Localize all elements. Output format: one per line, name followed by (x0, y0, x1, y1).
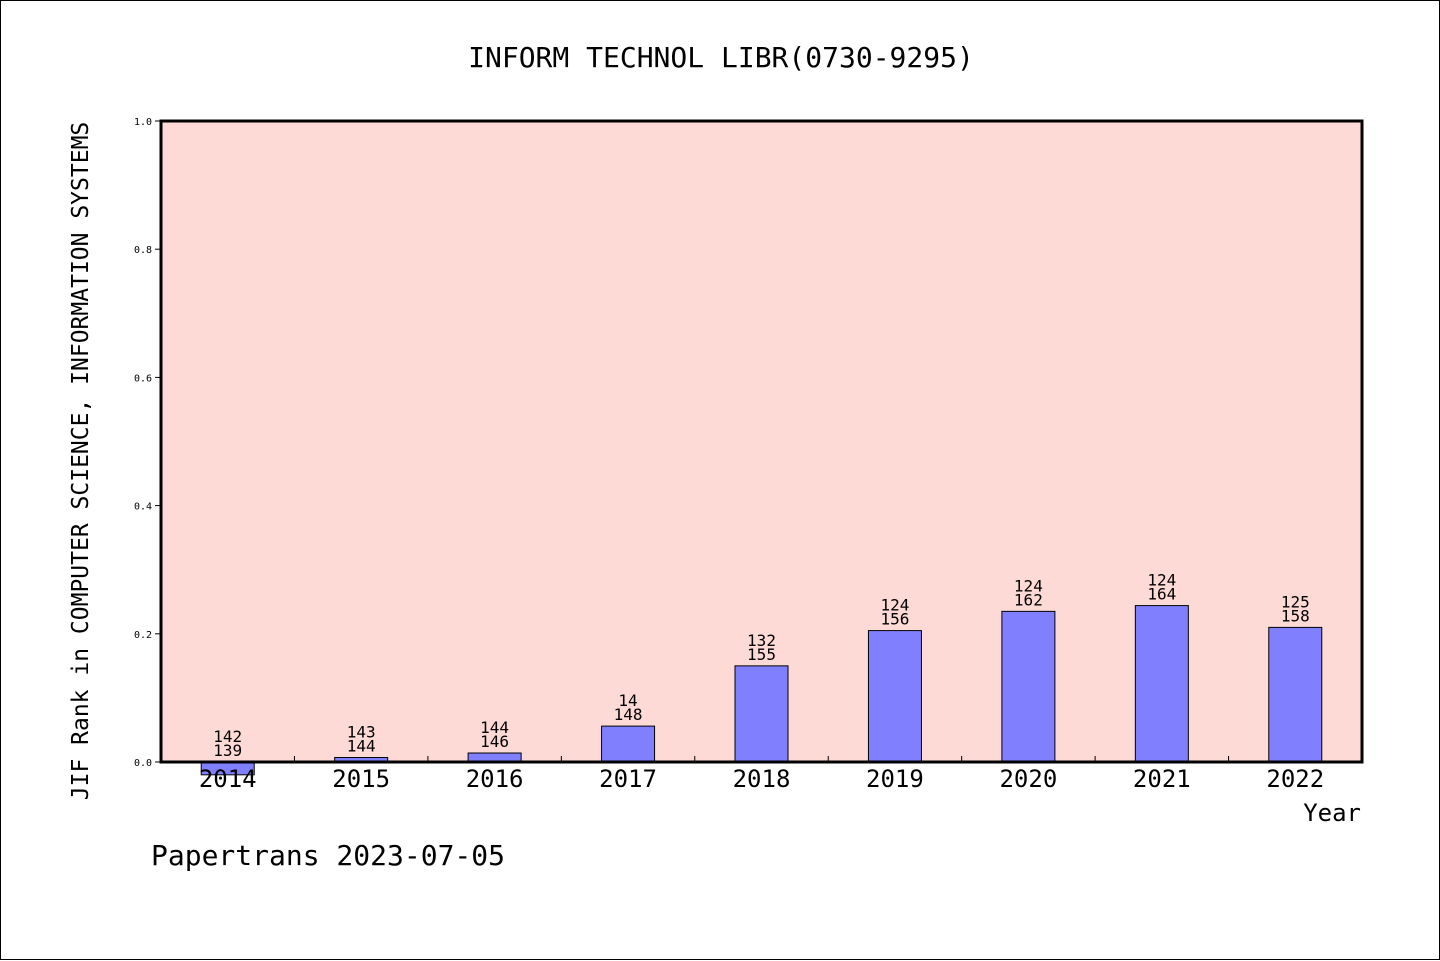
total-label: 139 (213, 741, 242, 760)
total-label: 148 (614, 705, 643, 724)
x-axis-ticks: 2014 2015 2016 2017 2018 2019 2020 2021 2022 (199, 756, 1324, 793)
footer-text: Papertrans 2023-07-05 (151, 839, 505, 872)
rank-label: 144 (480, 718, 509, 737)
x-tick-label: 2020 (999, 765, 1057, 793)
bars (200, 605, 1323, 776)
x-tick-label: 2021 (1133, 765, 1191, 793)
bar (867, 630, 922, 763)
y-tick-label: 0.6 (134, 373, 152, 384)
rank-label: 125 (1281, 592, 1310, 611)
x-axis-label: Year (1303, 799, 1361, 827)
rank-label: 124 (1014, 576, 1043, 595)
total-label: 162 (1014, 590, 1043, 609)
x-tick-label: 2015 (332, 765, 390, 793)
rank-label: 124 (1147, 571, 1176, 590)
y-axis-label: JIF Rank in COMPUTER SCIENCE, INFORMATIO… (68, 122, 94, 801)
bar (734, 665, 789, 763)
y-tick-label: 0.2 (134, 630, 152, 641)
x-tick-label: 2019 (866, 765, 924, 793)
rank-label: 142 (213, 727, 242, 746)
plot-frame (159, 119, 1364, 764)
bar (1134, 605, 1189, 763)
y-tick-label: 0.8 (134, 245, 152, 256)
rank-label: 132 (747, 631, 776, 650)
total-label: 164 (1147, 585, 1176, 604)
total-label: 155 (747, 645, 776, 664)
bar (1268, 626, 1323, 763)
total-label: 144 (347, 737, 376, 756)
chart-title: INFORM TECHNOL LIBR(0730-9295) (468, 41, 974, 74)
x-tick-label: 2014 (199, 765, 257, 793)
bar (601, 725, 656, 763)
total-label: 146 (480, 732, 509, 751)
y-tick-label: 0.4 (134, 502, 152, 513)
total-label: 156 (880, 610, 909, 629)
rank-label: 143 (347, 723, 376, 742)
x-tick-label: 2016 (466, 765, 524, 793)
y-axis-ticks: 0.0 0.2 0.4 0.6 0.8 1.0 (134, 117, 161, 769)
bar (1001, 610, 1056, 763)
x-tick-label: 2017 (599, 765, 657, 793)
x-tick-label: 2018 (733, 765, 791, 793)
y-tick-label: 0.0 (134, 758, 152, 769)
rank-label: 14 (618, 691, 637, 710)
y-tick-label: 1.0 (134, 117, 152, 128)
data-labels: 1421391431441441461414813215512415612416… (213, 571, 1309, 760)
rank-label: 124 (880, 596, 909, 615)
x-tick-label: 2022 (1266, 765, 1324, 793)
total-label: 158 (1281, 606, 1310, 625)
